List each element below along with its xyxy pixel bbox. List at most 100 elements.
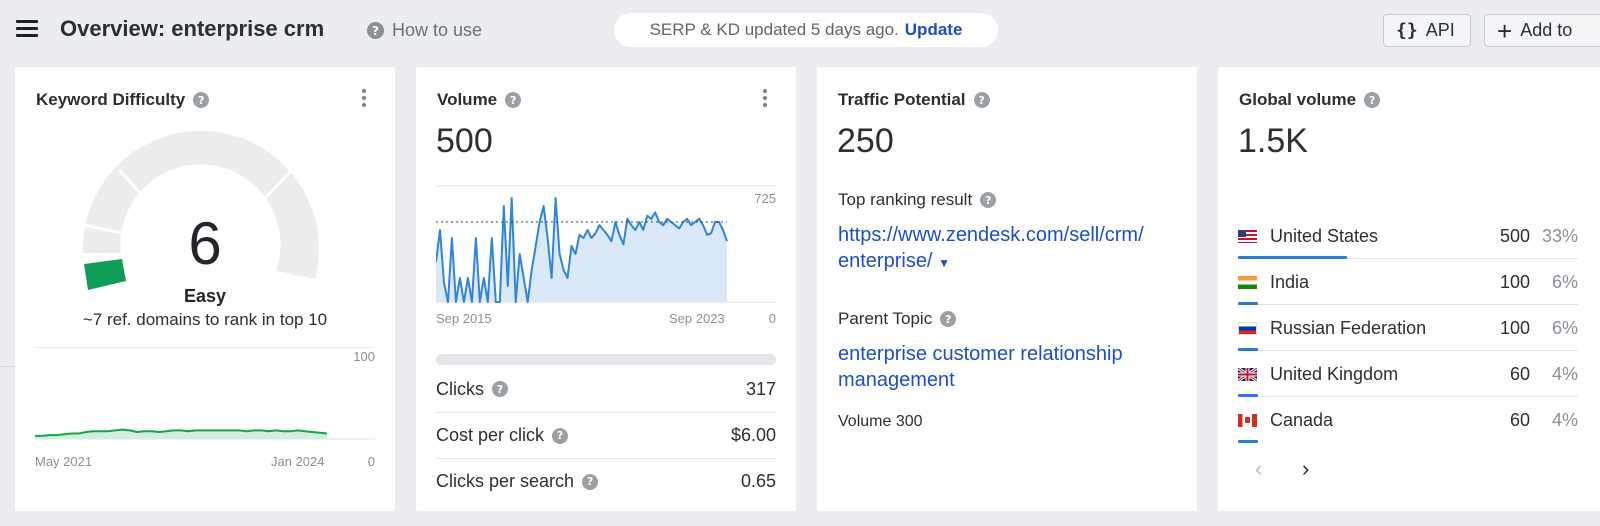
more-options-icon[interactable] [763, 89, 769, 110]
stat-label: Cost per click [436, 425, 545, 445]
stat-value: $6.00 [730, 425, 776, 445]
country-share-bar [1238, 348, 1258, 351]
question-icon[interactable]: ? [193, 92, 210, 108]
caret-down-icon[interactable]: ▼ [938, 256, 950, 270]
kd-chart-start: May 2021 [35, 454, 93, 469]
hamburger-menu-icon[interactable] [16, 20, 38, 38]
stat-row-clicks: Clicks? 317 [436, 366, 776, 412]
how-to-use-label: How to use [392, 20, 483, 40]
volume-title: Volume [437, 90, 498, 109]
country-percent: 6% [1551, 317, 1578, 338]
parent-topic-label: Parent Topic ? [838, 309, 957, 329]
more-options-icon[interactable] [362, 89, 368, 110]
parent-topic-volume: Volume 300 [838, 413, 923, 430]
country-name: United Kingdom [1270, 363, 1399, 384]
country-count: 100 [1499, 271, 1530, 292]
divider [1238, 350, 1578, 351]
russia-flag-icon [1238, 321, 1257, 335]
card-title-volume: Volume ? [437, 90, 522, 110]
update-status-pill: SERP & KD updated 5 days ago. Update [614, 13, 998, 47]
question-icon[interactable]: ? [1364, 92, 1381, 108]
country-row[interactable]: United Kingdom 60 4% [1238, 351, 1578, 397]
top-ranking-url-link[interactable]: https://www.zendesk.com/sell/crm/ enterp… [838, 222, 1183, 276]
volume-chart-end: Sep 2023 [669, 311, 725, 326]
keyword-difficulty-card: Keyword Difficulty ? 6 Easy ~7 ref. doma… [15, 67, 395, 511]
divider [1238, 304, 1578, 305]
question-icon[interactable]: ? [492, 381, 508, 397]
page-title: Overview: enterprise crm [60, 16, 325, 41]
add-to-button[interactable]: + Add to [1484, 14, 1600, 47]
update-link[interactable]: Update [904, 20, 963, 39]
country-row[interactable]: Canada 60 4% [1238, 397, 1578, 443]
global-value: 1.5K [1238, 122, 1308, 160]
gauge-separator [82, 223, 123, 235]
card-title-global: Global volume ? [1239, 90, 1381, 110]
kd-history-chart [35, 428, 375, 440]
volume-chart-ymax: 725 [754, 191, 776, 206]
plus-icon: + [1497, 15, 1513, 46]
stat-row-cps: Clicks per search? 0.65 [436, 458, 776, 504]
traffic-potential-card: Traffic Potential ? 250 Top ranking resu… [817, 67, 1197, 511]
question-icon[interactable]: ? [582, 473, 599, 490]
page-header: Overview: enterprise crm ? How to use SE… [0, 0, 1600, 62]
api-button[interactable]: {} API [1383, 14, 1471, 47]
question-icon[interactable]: ? [552, 427, 569, 444]
india-flag-icon [1238, 275, 1257, 289]
question-icon[interactable]: ? [973, 92, 990, 108]
url-line-1: https://www.zendesk.com/sell/crm/ [838, 224, 1144, 246]
top-ranking-label-text: Top ranking result [838, 190, 973, 209]
country-percent: 6% [1551, 271, 1578, 292]
chevron-left-icon[interactable]: ‹ [1255, 456, 1263, 481]
divider [1238, 396, 1578, 397]
country-share-bar [1238, 256, 1347, 259]
question-icon[interactable]: ? [980, 192, 997, 208]
country-name: Canada [1270, 409, 1334, 430]
country-count: 500 [1499, 225, 1530, 246]
divider [35, 347, 373, 348]
update-status-text: SERP & KD updated 5 days ago. [649, 20, 899, 39]
stat-value: 317 [745, 378, 776, 399]
canada-flag-icon [1238, 413, 1257, 427]
country-share-bar [1238, 440, 1258, 443]
stat-label: Clicks per search [436, 471, 575, 491]
card-title-kd: Keyword Difficulty ? [36, 90, 210, 110]
url-line-2: enterprise/ [838, 250, 933, 272]
gauge-separator [117, 168, 147, 200]
kd-difficulty-label: Easy [183, 286, 227, 306]
volume-chart-start: Sep 2015 [436, 311, 492, 326]
parent-topic-link[interactable]: enterprise customer relationship managem… [838, 341, 1183, 393]
card-title-traffic: Traffic Potential ? [838, 90, 990, 110]
global-title: Global volume [1239, 90, 1357, 109]
api-label: API [1425, 20, 1455, 40]
volume-card: Volume ? 500 725 0 Sep 2015 Sep 2023 Cli… [416, 67, 796, 511]
top-ranking-label: Top ranking result ? [838, 190, 997, 210]
how-to-use-link[interactable]: ? How to use [367, 20, 482, 41]
country-row[interactable]: United States 500 33% [1238, 213, 1578, 259]
braces-icon: {} [1396, 20, 1418, 41]
clicks-progress-bar [436, 354, 776, 365]
kd-score: 6 [188, 210, 222, 277]
kd-chart-end: Jan 2024 [271, 454, 325, 469]
parent-topic-label-text: Parent Topic [838, 309, 933, 328]
question-icon[interactable]: ? [505, 92, 522, 108]
chart-series-line [35, 428, 328, 437]
global-volume-card: Global volume ? 1.5K United States 500 3… [1218, 67, 1600, 511]
country-share-bar [1238, 302, 1258, 305]
volume-value: 500 [436, 122, 493, 160]
us-flag-icon [1238, 229, 1257, 243]
parent-topic-line-1: enterprise customer relationship [838, 343, 1123, 365]
parent-topic-line-2: management [838, 369, 955, 391]
volume-chart-ymin: 0 [768, 311, 776, 326]
gauge-fill [84, 259, 126, 290]
country-count: 100 [1499, 317, 1530, 338]
kd-chart-ymax: 100 [353, 349, 375, 364]
question-icon[interactable]: ? [940, 311, 957, 327]
country-count: 60 [1509, 409, 1530, 430]
country-row[interactable]: Russian Federation 100 6% [1238, 305, 1578, 351]
country-row[interactable]: India 100 6% [1238, 259, 1578, 305]
stat-label: Clicks [436, 378, 484, 399]
chevron-right-icon[interactable]: › [1302, 456, 1310, 481]
question-icon: ? [367, 22, 384, 39]
country-name: United States [1270, 225, 1379, 246]
country-name: India [1270, 271, 1310, 292]
